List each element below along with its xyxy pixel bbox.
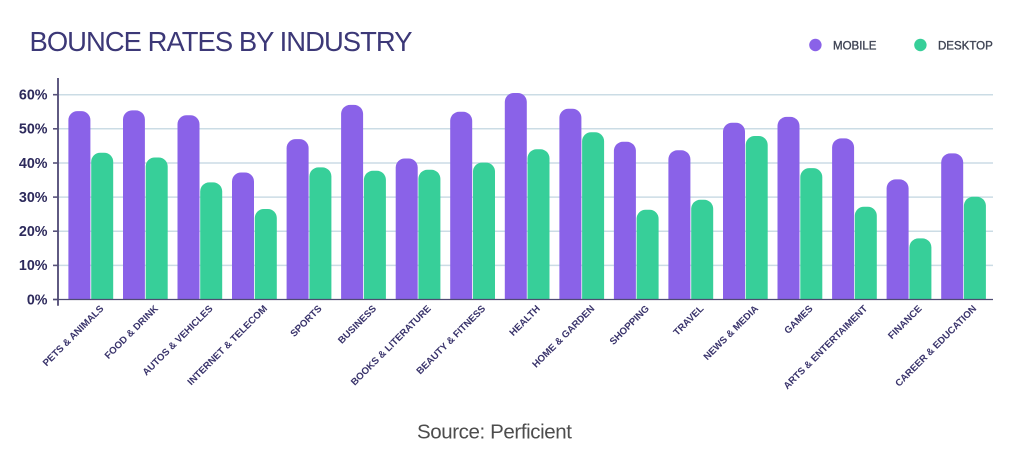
svg-text:20%: 20%: [19, 224, 48, 240]
svg-text:40%: 40%: [19, 156, 48, 172]
svg-text:MOBILE: MOBILE: [833, 40, 877, 52]
svg-text:DESKTOP: DESKTOP: [938, 40, 993, 52]
svg-text:60%: 60%: [19, 88, 48, 104]
svg-text:Source: Perficient: Source: Perficient: [417, 421, 572, 444]
svg-text:30%: 30%: [19, 190, 48, 206]
svg-text:50%: 50%: [19, 122, 48, 138]
svg-text:BOUNCE RATES BY INDUSTRY: BOUNCE RATES BY INDUSTRY: [30, 26, 413, 57]
svg-text:0%: 0%: [27, 292, 48, 308]
svg-text:10%: 10%: [19, 258, 48, 274]
